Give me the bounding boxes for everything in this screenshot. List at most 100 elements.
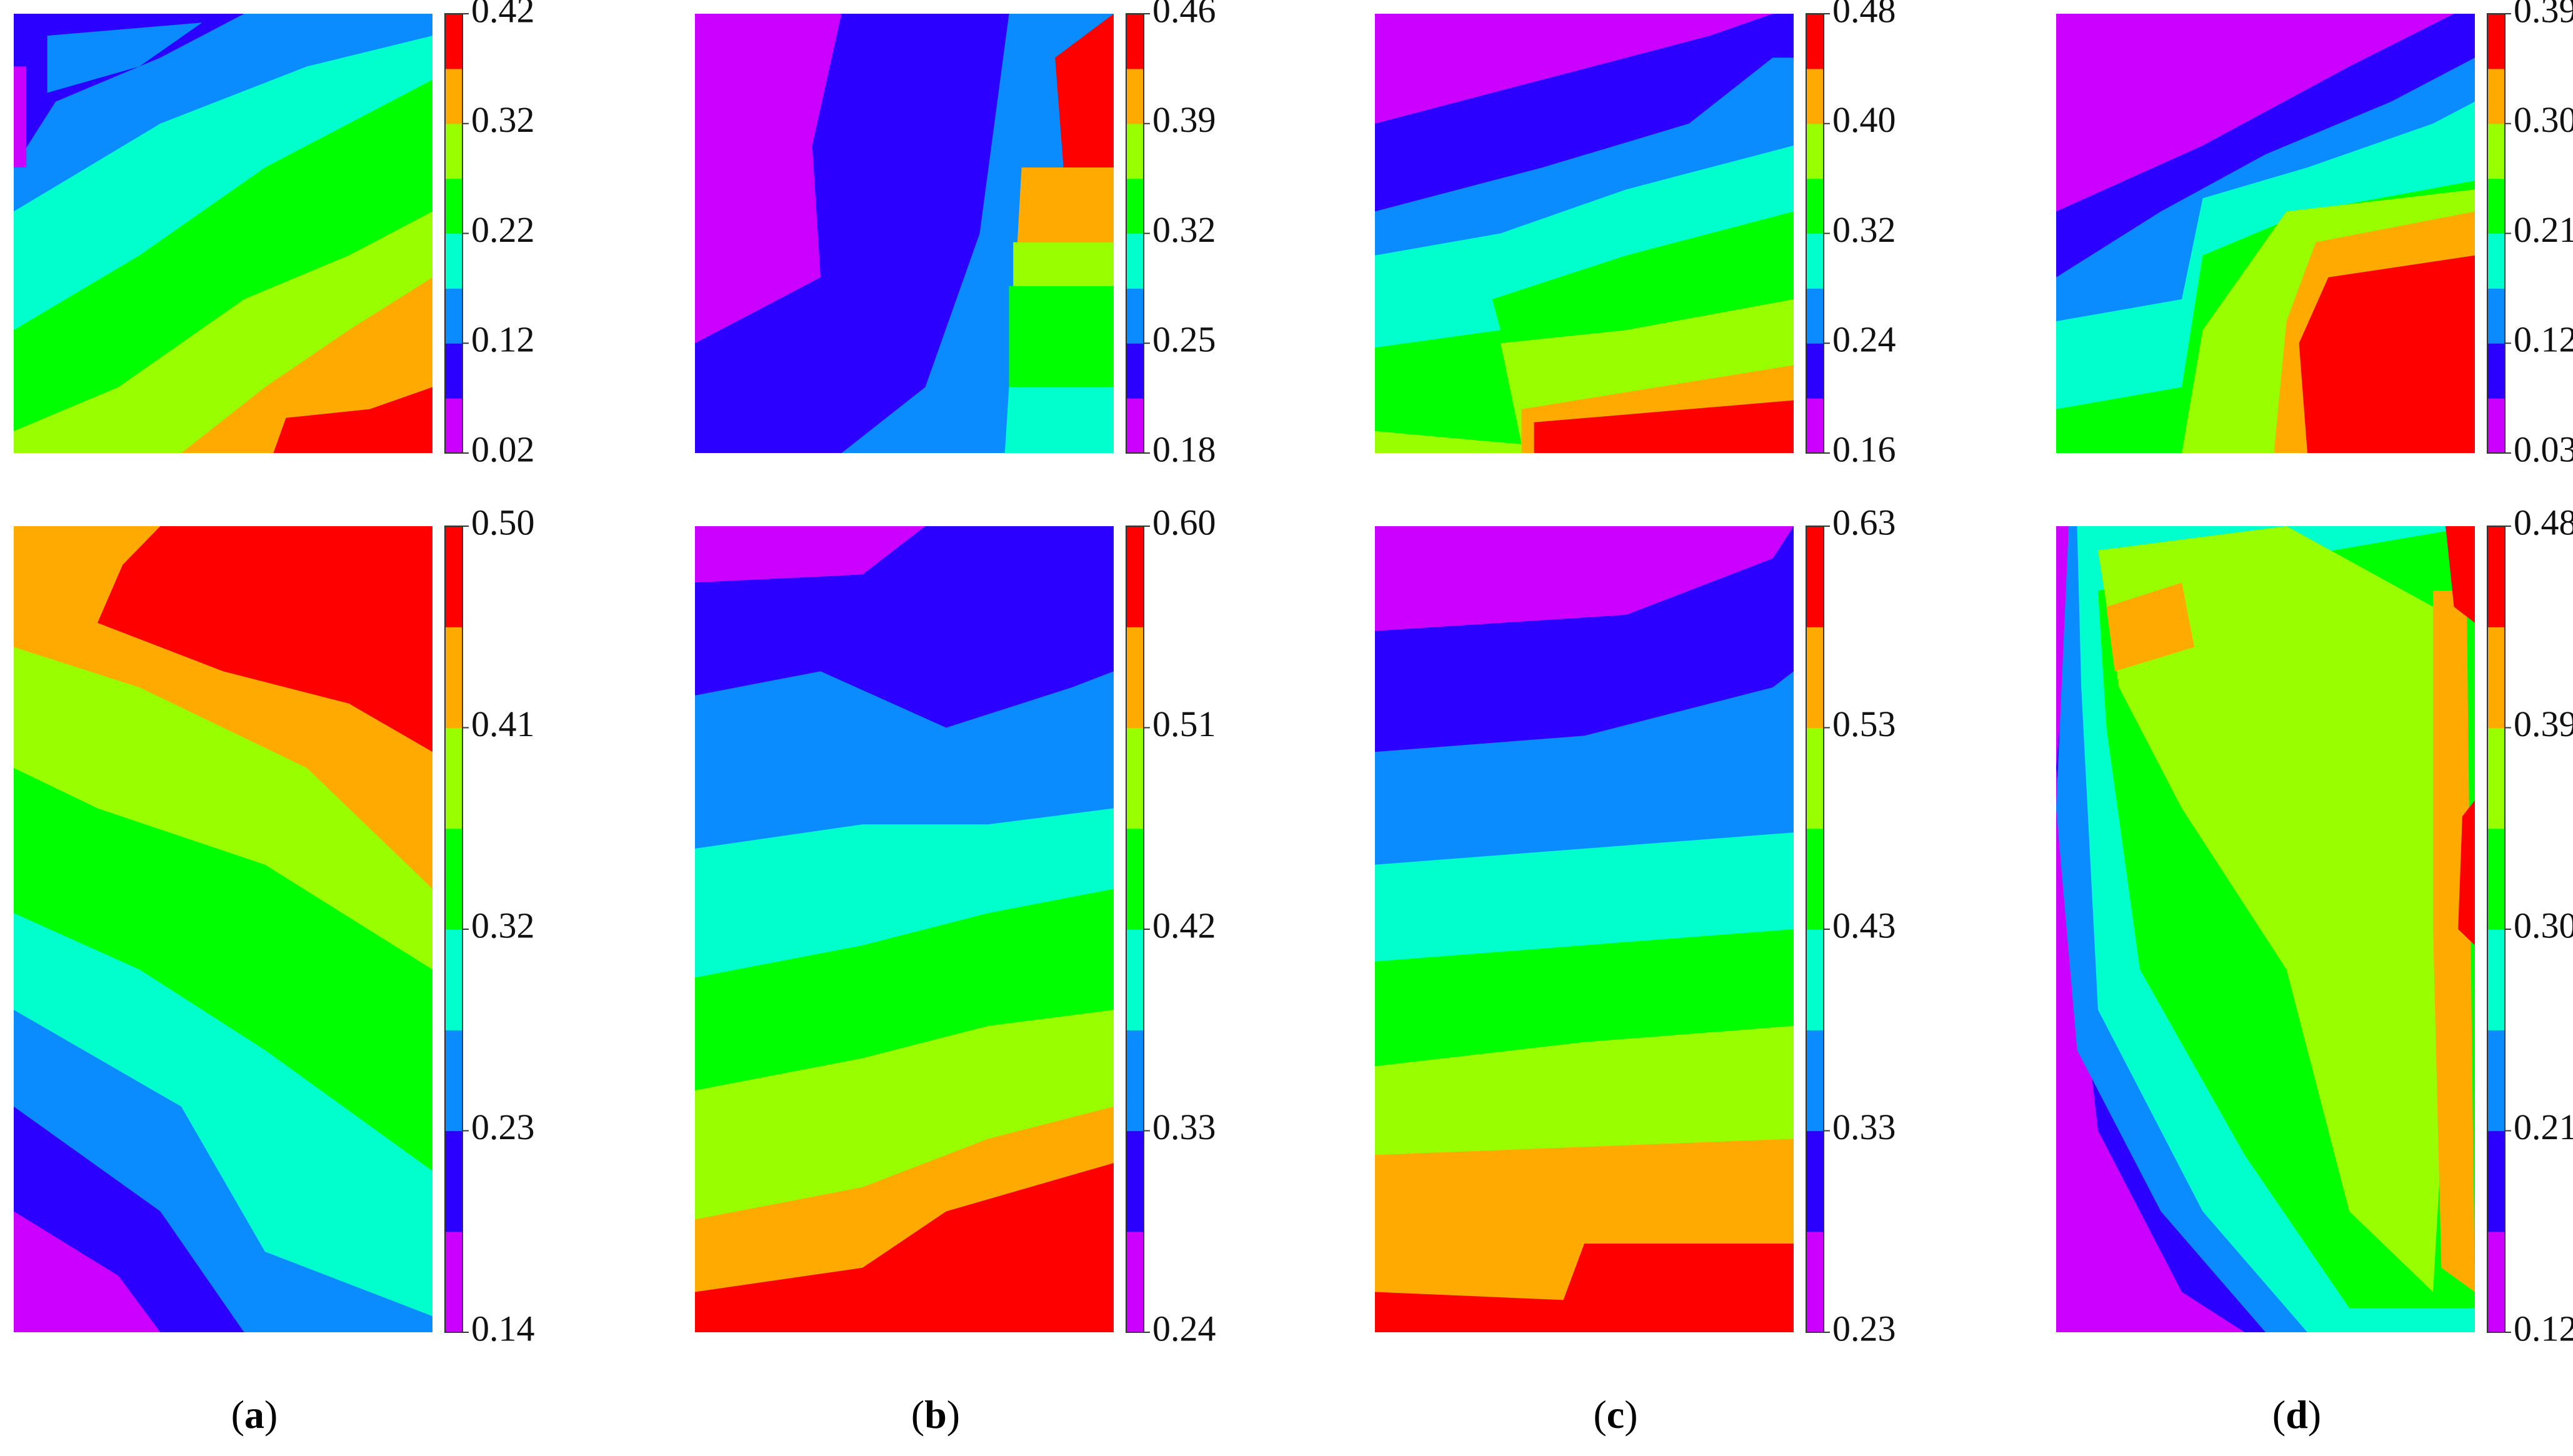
colorbar-tick-label: 0.03: [2514, 429, 2573, 469]
colorbar-segment: [1126, 627, 1144, 729]
colorbar-segment: [2487, 1130, 2505, 1232]
panel-top-c: 0.48 0.40 0.32 0.24 0.16: [1375, 0, 1896, 469]
contour-band: [14, 66, 27, 168]
colorbar-segment: [1126, 828, 1144, 930]
colorbar-segment: [445, 288, 462, 344]
colorbar-tick-label: 0.23: [471, 1107, 535, 1147]
contour-map: [14, 526, 432, 1332]
colorbar-tick-label: 0.51: [1152, 704, 1216, 744]
contour-band: [47, 22, 202, 93]
colorbar-segment: [1806, 343, 1824, 399]
colorbar-tick-label: 0.50: [471, 502, 535, 542]
colorbar-tick-label: 0.02: [471, 429, 535, 469]
colorbar-tick-label: 0.39: [2514, 704, 2573, 744]
colorbar-tick-label: 0.32: [471, 905, 535, 945]
contour-band: [695, 14, 842, 344]
contour-band: [1009, 286, 1114, 387]
contour-band: [1534, 400, 1794, 453]
colorbar-segment: [2487, 68, 2505, 124]
contour-band: [2446, 526, 2475, 623]
colorbar-segment: [1126, 526, 1144, 627]
panel-bottom-d: 0.48 0.39 0.30 0.21 0.12: [2056, 502, 2573, 1349]
colorbar-segment: [445, 178, 462, 234]
colorbar-tick-label: 0.39: [1152, 99, 1216, 140]
contour-band: [2458, 800, 2475, 945]
contour-band: [1004, 387, 1114, 453]
contour-band: [1055, 14, 1114, 167]
colorbar: 0.42 0.32 0.22 0.12 0.02: [444, 0, 535, 469]
contour-map: [695, 14, 1114, 453]
colorbar-segment: [2487, 123, 2505, 179]
colorbar-segment: [1126, 1231, 1144, 1333]
colorbar-tick-label: 0.46: [1152, 0, 1216, 30]
colorbar-tick-label: 0.21: [2514, 1107, 2573, 1147]
colorbar-segment: [1126, 1030, 1144, 1132]
colorbar-tick-label: 0.39: [2514, 0, 2573, 30]
contour-band: [273, 387, 432, 453]
colorbar-segment: [1126, 727, 1144, 829]
colorbar-segment: [2487, 233, 2505, 289]
colorbar-segment: [1126, 68, 1144, 124]
colorbar-segment: [1126, 343, 1144, 399]
colorbar-tick-label: 0.42: [471, 0, 535, 30]
colorbar-tick-label: 0.24: [1152, 1308, 1216, 1349]
contour-band: [14, 526, 161, 623]
colorbar-segment: [445, 1130, 462, 1232]
colorbar-tick-label: 0.43: [1832, 905, 1896, 945]
contour-map: [2056, 526, 2475, 1332]
colorbar-segment: [445, 627, 462, 729]
panel-bottom-c: 0.63 0.53 0.43 0.33 0.23: [1375, 502, 1896, 1349]
colorbar-segment: [1806, 1030, 1824, 1132]
colorbar-segment: [2487, 178, 2505, 234]
colorbar-tick-label: 0.18: [1152, 429, 1216, 469]
colorbar-segment: [445, 343, 462, 399]
contour-map: [1375, 14, 1794, 453]
colorbar-segment: [1126, 398, 1144, 454]
colorbar-tick-label: 0.33: [1152, 1107, 1216, 1147]
colorbar-tick-label: 0.25: [1152, 319, 1216, 360]
colorbar-segment: [1126, 1130, 1144, 1232]
contour-map: [2056, 14, 2475, 453]
contour-map: [695, 526, 1114, 1332]
colorbar-segment: [1806, 727, 1824, 829]
colorbar-segment: [2487, 627, 2505, 729]
colorbar-tick-label: 0.41: [471, 704, 535, 744]
contour-map: [14, 14, 432, 453]
colorbar-segment: [1806, 828, 1824, 930]
panel-label-b: (b): [911, 1392, 960, 1437]
colorbar-segment: [2487, 288, 2505, 344]
colorbar-segment: [445, 828, 462, 930]
colorbar-segment: [1126, 123, 1144, 179]
colorbar-tick-label: 0.63: [1832, 502, 1896, 542]
colorbar-segment: [445, 1030, 462, 1132]
colorbar-segment: [2487, 828, 2505, 930]
colorbar-segment: [1806, 398, 1824, 454]
colorbar-tick-label: 0.48: [1832, 0, 1896, 30]
contour-band: [2098, 526, 2454, 1292]
colorbar-tick-label: 0.24: [1832, 319, 1896, 360]
contour-map: [1375, 526, 1794, 1332]
colorbar-tick-label: 0.33: [1832, 1107, 1896, 1147]
colorbar-tick-label: 0.12: [471, 319, 535, 360]
contour-band: [2106, 582, 2195, 672]
colorbar-segment: [1126, 233, 1144, 289]
colorbar-segment: [2487, 727, 2505, 829]
colorbar-segment: [2487, 398, 2505, 454]
colorbar-tick-label: 0.60: [1152, 502, 1216, 542]
colorbar-segment: [1806, 1130, 1824, 1232]
colorbar-tick-label: 0.53: [1832, 704, 1896, 744]
colorbar-tick-label: 0.32: [1152, 209, 1216, 250]
colorbar-segment: [1806, 178, 1824, 234]
colorbar-segment: [2487, 929, 2505, 1030]
colorbar-tick-label: 0.16: [1832, 429, 1896, 469]
contour-band: [2299, 255, 2475, 453]
colorbar-tick-label: 0.42: [1152, 905, 1216, 945]
colorbar: 0.48 0.39 0.30 0.21 0.12: [2487, 502, 2573, 1349]
colorbar-segment: [445, 233, 462, 289]
colorbar-segment: [1126, 929, 1144, 1030]
colorbar-tick-label: 0.32: [471, 99, 535, 140]
colorbar-segment: [2487, 1030, 2505, 1132]
colorbar-segment: [1806, 288, 1824, 344]
colorbar-segment: [445, 929, 462, 1030]
